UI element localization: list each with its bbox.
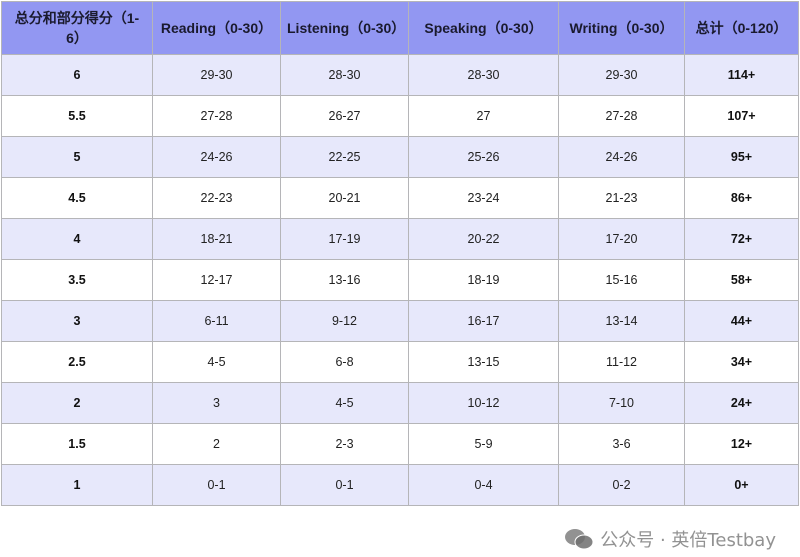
cell-band: 4.5 bbox=[1, 177, 153, 219]
cell-total: 58+ bbox=[684, 259, 799, 301]
cell-band: 1.5 bbox=[1, 423, 153, 465]
cell-reading: 27-28 bbox=[152, 95, 281, 137]
cell-reading: 18-21 bbox=[152, 218, 281, 260]
cell-listening: 0-1 bbox=[280, 464, 409, 506]
cell-listening: 26-27 bbox=[280, 95, 409, 137]
cell-speaking: 25-26 bbox=[408, 136, 559, 178]
header-listening: Listening（0-30） bbox=[280, 1, 409, 55]
cell-listening: 6-8 bbox=[280, 341, 409, 383]
cell-total: 0+ bbox=[684, 464, 799, 506]
score-conversion-table: 总分和部分得分（1-6） Reading（0-30） Listening（0-3… bbox=[1, 1, 799, 506]
cell-total: 12+ bbox=[684, 423, 799, 465]
table-row: 2 3 4-5 10-12 7-10 24+ bbox=[1, 382, 799, 424]
cell-speaking: 0-4 bbox=[408, 464, 559, 506]
cell-listening: 4-5 bbox=[280, 382, 409, 424]
cell-total: 95+ bbox=[684, 136, 799, 178]
cell-writing: 24-26 bbox=[558, 136, 685, 178]
cell-speaking: 16-17 bbox=[408, 300, 559, 342]
header-row: 总分和部分得分（1-6） Reading（0-30） Listening（0-3… bbox=[1, 1, 799, 55]
cell-speaking: 23-24 bbox=[408, 177, 559, 219]
cell-listening: 22-25 bbox=[280, 136, 409, 178]
cell-reading: 2 bbox=[152, 423, 281, 465]
cell-reading: 6-11 bbox=[152, 300, 281, 342]
cell-band: 4 bbox=[1, 218, 153, 260]
watermark-text: 公众号 · 英倍Testbay bbox=[600, 530, 776, 551]
cell-listening: 20-21 bbox=[280, 177, 409, 219]
cell-band: 6 bbox=[1, 54, 153, 96]
table-row: 4.5 22-23 20-21 23-24 21-23 86+ bbox=[1, 177, 799, 219]
cell-total: 86+ bbox=[684, 177, 799, 219]
cell-speaking: 5-9 bbox=[408, 423, 559, 465]
table-row: 1 0-1 0-1 0-4 0-2 0+ bbox=[1, 464, 799, 506]
table-row: 5.5 27-28 26-27 27 27-28 107+ bbox=[1, 95, 799, 137]
table-row: 1.5 2 2-3 5-9 3-6 12+ bbox=[1, 423, 799, 465]
cell-total: 24+ bbox=[684, 382, 799, 424]
cell-listening: 17-19 bbox=[280, 218, 409, 260]
table-row: 3.5 12-17 13-16 18-19 15-16 58+ bbox=[1, 259, 799, 301]
table-row: 5 24-26 22-25 25-26 24-26 95+ bbox=[1, 136, 799, 178]
cell-listening: 2-3 bbox=[280, 423, 409, 465]
cell-band: 3 bbox=[1, 300, 153, 342]
cell-writing: 7-10 bbox=[558, 382, 685, 424]
cell-listening: 9-12 bbox=[280, 300, 409, 342]
cell-reading: 29-30 bbox=[152, 54, 281, 96]
cell-band: 3.5 bbox=[1, 259, 153, 301]
cell-speaking: 28-30 bbox=[408, 54, 559, 96]
table-row: 4 18-21 17-19 20-22 17-20 72+ bbox=[1, 218, 799, 260]
cell-writing: 21-23 bbox=[558, 177, 685, 219]
cell-writing: 13-14 bbox=[558, 300, 685, 342]
cell-reading: 22-23 bbox=[152, 177, 281, 219]
cell-reading: 12-17 bbox=[152, 259, 281, 301]
cell-speaking: 10-12 bbox=[408, 382, 559, 424]
cell-band: 5 bbox=[1, 136, 153, 178]
cell-writing: 17-20 bbox=[558, 218, 685, 260]
cell-band: 1 bbox=[1, 464, 153, 506]
cell-total: 44+ bbox=[684, 300, 799, 342]
table-row: 6 29-30 28-30 28-30 29-30 114+ bbox=[1, 54, 799, 96]
cell-total: 107+ bbox=[684, 95, 799, 137]
cell-speaking: 13-15 bbox=[408, 341, 559, 383]
cell-reading: 3 bbox=[152, 382, 281, 424]
cell-listening: 13-16 bbox=[280, 259, 409, 301]
cell-writing: 11-12 bbox=[558, 341, 685, 383]
cell-writing: 0-2 bbox=[558, 464, 685, 506]
wechat-icon bbox=[565, 529, 594, 550]
cell-reading: 4-5 bbox=[152, 341, 281, 383]
watermark: 公众号 · 英倍Testbay bbox=[564, 526, 776, 552]
header-speaking: Speaking（0-30） bbox=[408, 1, 559, 55]
header-total: 总计（0-120） bbox=[684, 1, 799, 55]
cell-writing: 27-28 bbox=[558, 95, 685, 137]
cell-writing: 15-16 bbox=[558, 259, 685, 301]
cell-speaking: 27 bbox=[408, 95, 559, 137]
cell-listening: 28-30 bbox=[280, 54, 409, 96]
header-writing: Writing（0-30） bbox=[558, 1, 685, 55]
header-reading: Reading（0-30） bbox=[152, 1, 281, 55]
table-row: 3 6-11 9-12 16-17 13-14 44+ bbox=[1, 300, 799, 342]
cell-band: 2.5 bbox=[1, 341, 153, 383]
table-row: 2.5 4-5 6-8 13-15 11-12 34+ bbox=[1, 341, 799, 383]
cell-total: 34+ bbox=[684, 341, 799, 383]
cell-band: 2 bbox=[1, 382, 153, 424]
cell-writing: 3-6 bbox=[558, 423, 685, 465]
cell-writing: 29-30 bbox=[558, 54, 685, 96]
cell-reading: 0-1 bbox=[152, 464, 281, 506]
cell-speaking: 18-19 bbox=[408, 259, 559, 301]
header-band-score: 总分和部分得分（1-6） bbox=[1, 1, 153, 55]
cell-reading: 24-26 bbox=[152, 136, 281, 178]
cell-band: 5.5 bbox=[1, 95, 153, 137]
cell-total: 72+ bbox=[684, 218, 799, 260]
cell-speaking: 20-22 bbox=[408, 218, 559, 260]
cell-total: 114+ bbox=[684, 54, 799, 96]
